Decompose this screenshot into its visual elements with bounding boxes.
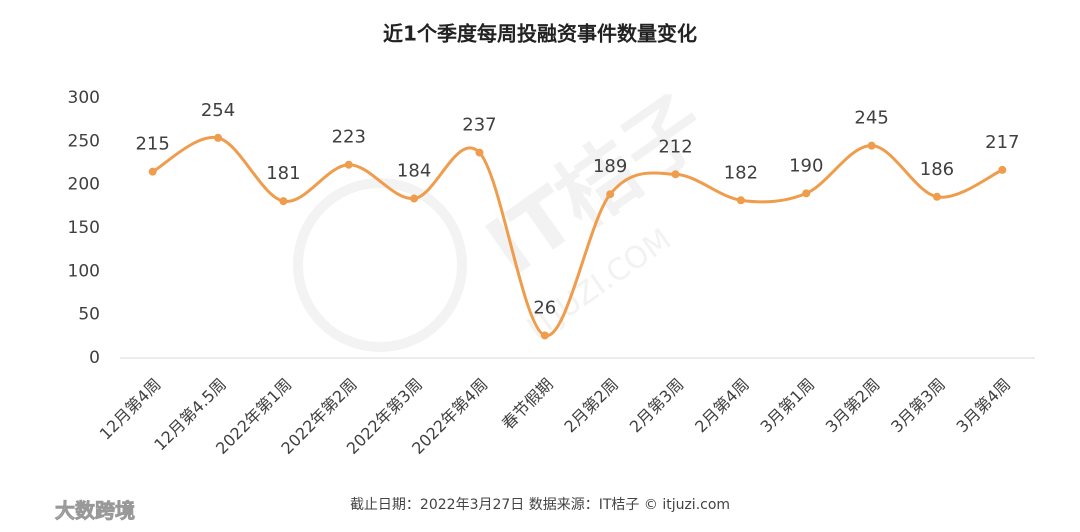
- y-tick-label: 250: [68, 131, 100, 151]
- data-label: 189: [593, 156, 627, 177]
- data-label: 215: [135, 134, 169, 155]
- y-tick-label: 0: [89, 348, 100, 368]
- logo: 大数跨境: [55, 499, 135, 523]
- data-label: 190: [789, 155, 823, 176]
- series-line: [151, 135, 1003, 337]
- point: [736, 196, 745, 205]
- point: [606, 190, 615, 199]
- data-label: 245: [854, 108, 888, 129]
- data-label: 212: [658, 136, 692, 157]
- point: [475, 148, 484, 157]
- point: [867, 141, 876, 150]
- y-tick-label: 200: [68, 175, 100, 195]
- point: [540, 331, 549, 340]
- point: [998, 165, 1007, 174]
- data-label: 26: [533, 297, 556, 318]
- point: [802, 189, 811, 198]
- point: [279, 197, 288, 206]
- y-tick-label: 300: [68, 88, 100, 108]
- data-label: 237: [462, 115, 496, 136]
- data-label: 217: [985, 132, 1019, 153]
- data-label: 186: [920, 159, 954, 180]
- point: [410, 194, 419, 203]
- y-tick-label: 50: [78, 305, 100, 325]
- source-note: 截止日期：2022年3月27日 数据来源：IT桔子 © itjuzi.com: [350, 497, 730, 513]
- point: [344, 160, 353, 169]
- chart-title: 近1个季度每周投融资事件数量变化: [383, 22, 697, 46]
- point: [932, 192, 941, 201]
- point: [148, 167, 157, 176]
- data-label: 184: [397, 161, 431, 182]
- data-label: 182: [724, 162, 758, 183]
- data-label: 181: [266, 163, 300, 184]
- point: [671, 170, 680, 179]
- point: [214, 133, 223, 142]
- y-tick-label: 150: [68, 218, 100, 238]
- data-label: 223: [332, 127, 366, 148]
- data-label: 254: [201, 100, 235, 121]
- y-tick-label: 100: [68, 261, 100, 281]
